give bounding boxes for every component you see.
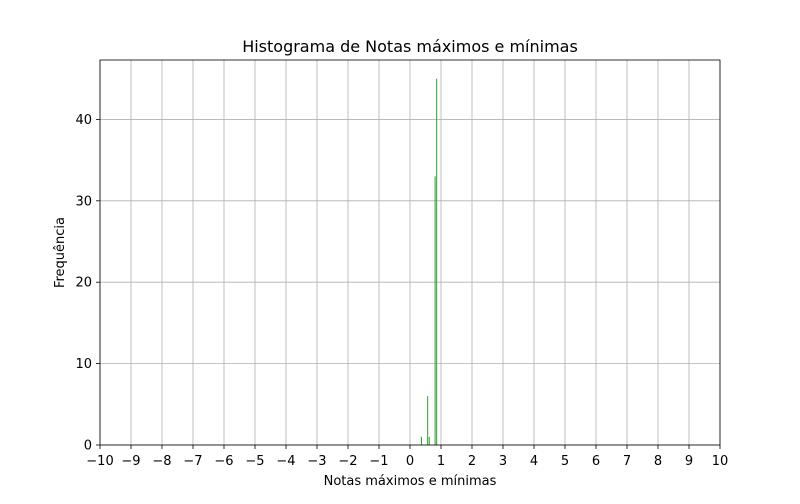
bars-layer <box>420 78 438 445</box>
x-tick-label: 0 <box>406 454 414 469</box>
x-tick-label: −6 <box>214 454 233 469</box>
x-tick-label: 9 <box>685 454 693 469</box>
x-tick-label: −10 <box>86 454 113 469</box>
y-tick-label: 20 <box>75 276 92 291</box>
x-tick-label: −9 <box>121 454 140 469</box>
grid-layer <box>99 60 721 446</box>
y-axis-title: Frequência <box>53 217 68 288</box>
histogram-bar <box>428 436 430 445</box>
y-tick-label: 40 <box>75 113 92 128</box>
x-tick-label: −7 <box>183 454 202 469</box>
x-tick-label: −3 <box>307 454 326 469</box>
ticks-layer: −10 −9 −8 −7 −6 −5 −4 −3 −2 −1 0 1 2 3 4 5 6 7 8 9 100102030… <box>75 113 728 469</box>
x-tick-label: −8 <box>152 454 171 469</box>
y-tick-label: 30 <box>75 194 92 209</box>
x-tick-label: 10 <box>712 454 729 469</box>
x-tick-label: 3 <box>499 454 507 469</box>
histogram-bar <box>436 78 438 445</box>
histogram-bar <box>420 436 422 445</box>
x-tick-label: 6 <box>592 454 600 469</box>
y-tick-label: 10 <box>75 357 92 372</box>
x-tick-label: −2 <box>338 454 357 469</box>
x-tick-label: 5 <box>561 454 569 469</box>
x-tick-label: 2 <box>468 454 476 469</box>
x-tick-label: 4 <box>530 454 538 469</box>
x-tick-label: 1 <box>437 454 445 469</box>
x-tick-label: −5 <box>245 454 264 469</box>
x-tick-label: 8 <box>654 454 662 469</box>
x-tick-label: 7 <box>623 454 631 469</box>
y-tick-label: 0 <box>84 439 92 454</box>
histogram-bar <box>427 396 429 445</box>
histogram-bar <box>434 176 436 445</box>
x-axis-title: Notas máximos e mínimas <box>324 474 497 489</box>
chart-title: Histograma de Notas máximos e mínimas <box>242 37 578 56</box>
x-tick-label: −4 <box>276 454 295 469</box>
x-tick-label: −1 <box>369 454 388 469</box>
